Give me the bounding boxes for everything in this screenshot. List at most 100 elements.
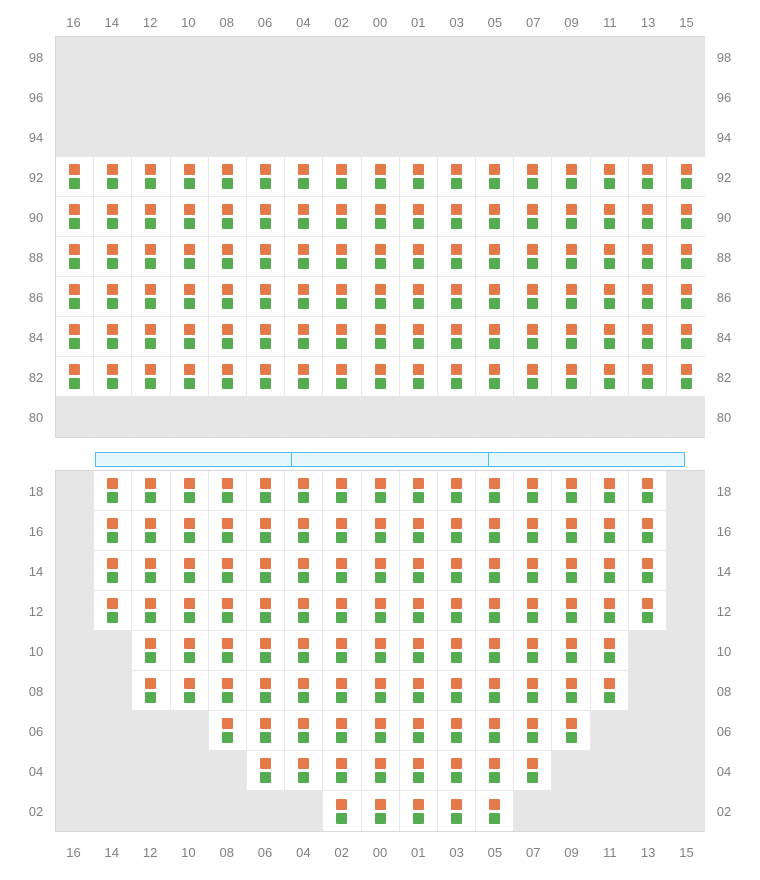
seat-cell[interactable]: [667, 357, 705, 397]
seat-cell[interactable]: [323, 277, 361, 317]
seat-cell[interactable]: [476, 157, 514, 197]
seat-cell[interactable]: [94, 157, 132, 197]
seat-cell[interactable]: [400, 197, 438, 237]
seat-cell[interactable]: [247, 711, 285, 751]
seat-cell[interactable]: [438, 751, 476, 791]
seat-cell[interactable]: [94, 237, 132, 277]
seat-cell[interactable]: [209, 237, 247, 277]
seat-cell[interactable]: [629, 317, 667, 357]
seat-cell[interactable]: [438, 357, 476, 397]
seat-cell[interactable]: [362, 237, 400, 277]
seat-cell[interactable]: [629, 157, 667, 197]
seat-cell[interactable]: [171, 317, 209, 357]
seat-cell[interactable]: [629, 471, 667, 511]
seat-cell[interactable]: [591, 631, 629, 671]
seat-cell[interactable]: [591, 511, 629, 551]
seat-cell[interactable]: [323, 237, 361, 277]
seat-cell[interactable]: [514, 751, 552, 791]
seat-cell[interactable]: [132, 277, 170, 317]
seat-cell[interactable]: [514, 511, 552, 551]
seat-cell[interactable]: [132, 591, 170, 631]
seat-cell[interactable]: [514, 471, 552, 511]
seat-cell[interactable]: [591, 277, 629, 317]
seat-cell[interactable]: [476, 751, 514, 791]
seat-cell[interactable]: [323, 751, 361, 791]
seat-cell[interactable]: [56, 357, 94, 397]
seat-cell[interactable]: [171, 277, 209, 317]
seat-cell[interactable]: [209, 317, 247, 357]
seat-cell[interactable]: [591, 591, 629, 631]
seat-cell[interactable]: [247, 511, 285, 551]
seat-cell[interactable]: [209, 471, 247, 511]
seat-cell[interactable]: [476, 357, 514, 397]
seat-cell[interactable]: [132, 197, 170, 237]
seat-cell[interactable]: [171, 671, 209, 711]
seat-cell[interactable]: [591, 671, 629, 711]
seat-cell[interactable]: [362, 751, 400, 791]
seat-cell[interactable]: [552, 631, 590, 671]
seat-cell[interactable]: [171, 197, 209, 237]
seat-cell[interactable]: [476, 471, 514, 511]
seat-cell[interactable]: [667, 317, 705, 357]
seat-cell[interactable]: [552, 277, 590, 317]
seat-cell[interactable]: [400, 277, 438, 317]
seat-cell[interactable]: [323, 671, 361, 711]
seat-cell[interactable]: [591, 197, 629, 237]
seat-cell[interactable]: [476, 237, 514, 277]
seat-cell[interactable]: [132, 671, 170, 711]
seat-cell[interactable]: [552, 591, 590, 631]
seat-cell[interactable]: [438, 551, 476, 591]
seat-cell[interactable]: [476, 631, 514, 671]
seat-cell[interactable]: [209, 591, 247, 631]
seat-cell[interactable]: [323, 631, 361, 671]
seat-cell[interactable]: [476, 317, 514, 357]
seat-cell[interactable]: [514, 671, 552, 711]
seat-cell[interactable]: [362, 631, 400, 671]
seat-cell[interactable]: [171, 157, 209, 197]
seat-cell[interactable]: [362, 277, 400, 317]
seat-cell[interactable]: [323, 551, 361, 591]
seat-cell[interactable]: [514, 197, 552, 237]
seat-cell[interactable]: [552, 317, 590, 357]
seat-cell[interactable]: [514, 277, 552, 317]
seat-cell[interactable]: [209, 551, 247, 591]
seat-cell[interactable]: [514, 631, 552, 671]
seat-cell[interactable]: [438, 317, 476, 357]
seat-cell[interactable]: [132, 511, 170, 551]
seat-cell[interactable]: [247, 471, 285, 511]
seat-cell[interactable]: [591, 317, 629, 357]
seat-cell[interactable]: [56, 157, 94, 197]
seat-cell[interactable]: [476, 711, 514, 751]
seat-cell[interactable]: [400, 157, 438, 197]
seat-cell[interactable]: [400, 471, 438, 511]
seat-cell[interactable]: [94, 591, 132, 631]
seat-cell[interactable]: [400, 671, 438, 711]
seat-cell[interactable]: [94, 277, 132, 317]
seat-cell[interactable]: [209, 277, 247, 317]
seat-cell[interactable]: [247, 551, 285, 591]
seat-cell[interactable]: [362, 197, 400, 237]
seat-cell[interactable]: [171, 237, 209, 277]
seat-cell[interactable]: [132, 471, 170, 511]
seat-cell[interactable]: [438, 671, 476, 711]
seat-cell[interactable]: [132, 157, 170, 197]
seat-cell[interactable]: [285, 631, 323, 671]
seat-cell[interactable]: [285, 551, 323, 591]
seat-cell[interactable]: [514, 711, 552, 751]
seat-cell[interactable]: [400, 317, 438, 357]
seat-cell[interactable]: [247, 751, 285, 791]
seat-cell[interactable]: [323, 711, 361, 751]
seat-cell[interactable]: [247, 197, 285, 237]
seat-cell[interactable]: [362, 591, 400, 631]
seat-cell[interactable]: [629, 551, 667, 591]
seat-cell[interactable]: [285, 277, 323, 317]
seat-cell[interactable]: [400, 237, 438, 277]
seat-cell[interactable]: [171, 551, 209, 591]
seat-cell[interactable]: [209, 357, 247, 397]
seat-cell[interactable]: [552, 471, 590, 511]
seat-cell[interactable]: [209, 671, 247, 711]
seat-cell[interactable]: [94, 471, 132, 511]
seat-cell[interactable]: [285, 197, 323, 237]
seat-cell[interactable]: [591, 157, 629, 197]
seat-cell[interactable]: [629, 357, 667, 397]
